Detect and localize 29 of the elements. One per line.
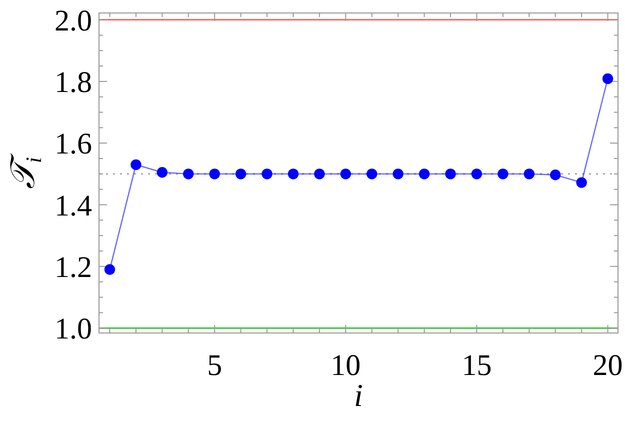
point <box>288 168 299 180</box>
x-tick-label: 5 <box>207 349 222 382</box>
point <box>340 168 352 180</box>
point <box>262 168 272 180</box>
point <box>104 264 116 275</box>
point <box>209 168 220 180</box>
y-tick-label: 1.0 <box>54 312 92 346</box>
y-tick-label: 1.2 <box>54 250 92 284</box>
y-tick-label: 2.0 <box>54 4 92 38</box>
point <box>445 168 456 180</box>
point <box>524 168 534 180</box>
point <box>418 168 430 180</box>
point <box>602 73 614 84</box>
y-tick-label: 1.4 <box>54 189 92 222</box>
point <box>183 168 194 180</box>
point <box>498 168 508 180</box>
point <box>156 167 168 178</box>
point <box>550 170 561 180</box>
point <box>366 168 378 180</box>
x-tick-label: 20 <box>592 349 623 382</box>
x-tick-label: 15 <box>462 349 492 382</box>
point <box>576 177 587 188</box>
point <box>392 168 404 180</box>
point <box>471 168 482 180</box>
y-tick-label: 1.6 <box>54 128 92 161</box>
point <box>314 168 325 180</box>
point <box>130 159 142 170</box>
point <box>235 168 246 180</box>
y-tick-label: 1.8 <box>54 66 92 99</box>
